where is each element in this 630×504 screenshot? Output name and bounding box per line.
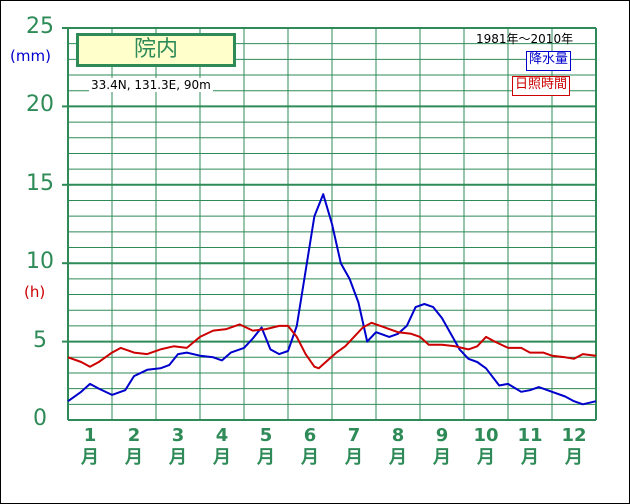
- month-kanji: 月: [301, 447, 319, 468]
- month-label: 12 月: [554, 425, 594, 469]
- month-kanji: 月: [169, 447, 187, 468]
- month-number: 5: [259, 425, 273, 446]
- y-tick-label: 25: [26, 14, 54, 39]
- month-number: 12: [561, 425, 587, 446]
- month-kanji: 月: [125, 447, 143, 468]
- month-kanji: 月: [213, 447, 231, 468]
- month-number: 8: [391, 425, 405, 446]
- month-kanji: 月: [477, 447, 495, 468]
- month-kanji: 月: [81, 447, 99, 468]
- y-tick-label: 10: [26, 249, 54, 275]
- precip-unit-label: (mm): [10, 47, 51, 65]
- legend-sunshine: 日照時間: [512, 76, 571, 96]
- sunshine-line: [67, 321, 597, 370]
- station-name-box: 院内: [76, 33, 236, 67]
- month-number: 2: [127, 425, 141, 446]
- station-coordinates: 33.4N, 131.3E, 90m: [89, 78, 213, 92]
- month-number: 3: [171, 425, 185, 446]
- sunshine-unit-label: (h): [24, 283, 46, 301]
- series-lines: [67, 193, 597, 406]
- month-label: 10 月: [466, 425, 506, 469]
- month-kanji: 月: [521, 447, 539, 468]
- period-label: 1981年～2010年: [476, 32, 574, 46]
- month-kanji: 月: [389, 447, 407, 468]
- month-number: 1: [83, 425, 97, 446]
- month-number: 10: [473, 425, 499, 446]
- legend-precipitation: 降水量: [526, 51, 572, 71]
- precipitation-line: [67, 193, 597, 406]
- month-number: 7: [347, 425, 361, 446]
- month-kanji: 月: [565, 447, 583, 468]
- y-tick-label: 5: [33, 327, 47, 353]
- y-tick-label: 0: [33, 406, 47, 431]
- station-name: 院内: [133, 37, 178, 62]
- month-kanji: 月: [345, 447, 363, 468]
- y-tick-label: 15: [26, 170, 54, 196]
- month-kanji: 月: [433, 447, 451, 468]
- month-number: 9: [435, 425, 449, 446]
- month-label: 11 月: [510, 425, 550, 469]
- month-kanji: 月: [257, 447, 275, 468]
- month-number: 6: [303, 425, 317, 446]
- month-number: 11: [517, 425, 543, 446]
- month-number: 4: [215, 425, 229, 446]
- y-tick-label: 20: [26, 92, 54, 118]
